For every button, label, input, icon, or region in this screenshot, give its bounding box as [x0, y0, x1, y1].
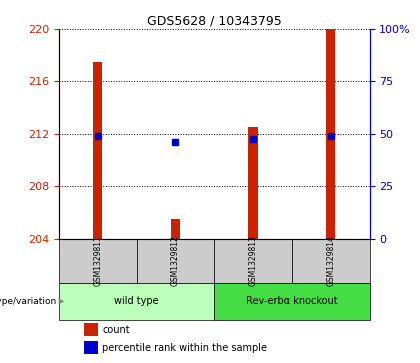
Text: GSM1329811: GSM1329811	[93, 236, 102, 286]
Text: GSM1329812: GSM1329812	[171, 236, 180, 286]
Bar	[292, 238, 370, 283]
Bar	[59, 283, 214, 319]
Bar	[84, 323, 98, 336]
Bar	[326, 29, 336, 238]
Text: count: count	[102, 325, 130, 335]
Bar	[214, 238, 292, 283]
Text: percentile rank within the sample: percentile rank within the sample	[102, 343, 267, 353]
Bar	[136, 238, 214, 283]
Text: genotype/variation: genotype/variation	[0, 297, 57, 306]
Bar	[93, 62, 102, 238]
Bar	[214, 283, 370, 319]
Bar	[248, 127, 258, 238]
Bar	[59, 238, 136, 283]
Bar	[171, 219, 180, 238]
Text: Rev-erbα knockout: Rev-erbα knockout	[246, 296, 338, 306]
Title: GDS5628 / 10343795: GDS5628 / 10343795	[147, 15, 281, 28]
Text: GSM1329813: GSM1329813	[249, 236, 257, 286]
Text: wild type: wild type	[114, 296, 159, 306]
Text: GSM1329814: GSM1329814	[326, 236, 335, 286]
Bar	[84, 341, 98, 354]
